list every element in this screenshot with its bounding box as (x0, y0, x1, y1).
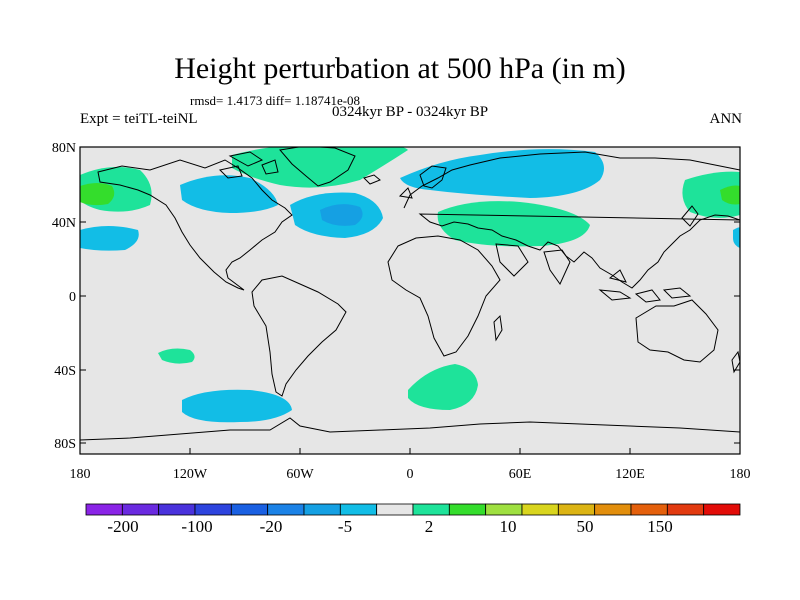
coast-greenland (279, 147, 356, 187)
coast-antarctica (80, 417, 740, 441)
colorbar-swatch (85, 503, 123, 516)
anomaly-east-pacific-core (720, 185, 740, 205)
colorbar-label: -100 (181, 517, 212, 536)
colorbar-swatch (521, 503, 559, 516)
coast-scandinavia (398, 165, 447, 199)
lat-label-80n: 80N (52, 141, 76, 156)
colorbar-swatch (376, 503, 414, 516)
coast-japan (681, 205, 699, 227)
anomaly-north-atlantic-core (320, 204, 363, 226)
colorbar-swatch (448, 503, 487, 516)
colorbar (85, 503, 741, 516)
map-title: Height perturbation at 500 hPa (in m) (174, 52, 626, 85)
lat-label-equator: 0 (69, 290, 76, 305)
lat-label-40n: 40N (52, 216, 76, 231)
colorbar-swatch (267, 503, 305, 516)
colorbar-swatch (303, 503, 341, 516)
anomaly-south-pacific-small (158, 348, 195, 364)
colorbar-label: -5 (338, 517, 352, 536)
season-label: ANN (709, 111, 743, 127)
longitude-axis (189, 448, 631, 454)
colorbar-swatch (339, 503, 378, 516)
coast-arabia-india (495, 243, 571, 285)
lon-label-180w: 180 (70, 467, 91, 482)
colorbar-swatch (594, 503, 632, 516)
coast-indonesia (598, 269, 692, 303)
anomaly-canada (180, 175, 278, 213)
coast-eurasia (403, 151, 740, 289)
lon-label-180e: 180 (730, 467, 751, 482)
colorbar-label: -200 (107, 517, 138, 536)
coast-madagascar (493, 314, 503, 342)
anomaly-greenland (232, 147, 408, 188)
colorbar-label: 10 (500, 517, 517, 536)
coast-new-zealand (731, 350, 740, 374)
anomaly-field (80, 147, 740, 423)
stats-label: rmsd= 1.4173 diff= 1.18741e-08 (190, 93, 361, 108)
lat-label-80s: 80S (54, 437, 76, 452)
anomaly-north-pacific-west-core (80, 183, 115, 206)
colorbar-swatch (557, 503, 596, 516)
colorbar-swatch (412, 503, 450, 516)
colorbar-labels: -200 -100 -20 -5 2 10 50 150 (107, 517, 672, 536)
subtitle: 0324kyr BP - 0324kyr BP (331, 104, 489, 120)
coast-iceland (363, 174, 381, 185)
lon-label-60w: 60W (286, 467, 314, 482)
lon-label-120e: 120E (615, 467, 645, 482)
latitude-axis (80, 146, 740, 444)
colorbar-swatch (194, 503, 232, 516)
anomaly-eurasia (437, 201, 590, 247)
colorbar-swatch (230, 503, 269, 516)
colorbar-swatch (630, 503, 668, 516)
coast-arctic-islands (219, 151, 279, 179)
colorbar-swatch (121, 503, 160, 516)
coast-south-america (251, 275, 347, 397)
lat-label-40s: 40S (54, 364, 76, 379)
anomaly-east-pacific (682, 171, 740, 218)
coast-africa (387, 235, 501, 357)
colorbar-swatch (158, 503, 196, 516)
colorbar-label: 150 (647, 517, 673, 536)
lon-label-60e: 60E (509, 467, 532, 482)
colorbar-label: -20 (260, 517, 283, 536)
anomaly-pacific-east (733, 227, 740, 248)
lon-label-0: 0 (407, 467, 414, 482)
coastlines (80, 147, 740, 441)
anomaly-pacific-west (80, 226, 139, 251)
colorbar-swatch (666, 503, 705, 516)
anomaly-southern-ocean (182, 389, 292, 423)
colorbar-swatch (703, 503, 741, 516)
colorbar-label: 2 (425, 517, 434, 536)
anomaly-siberia (400, 149, 604, 198)
coast-australia (635, 299, 719, 363)
coast-north-america (97, 159, 293, 291)
experiment-label: Expt = teiTL-teiNL (80, 111, 198, 127)
colorbar-label: 50 (577, 517, 594, 536)
lon-label-120w: 120W (173, 467, 208, 482)
colorbar-swatch (485, 503, 523, 516)
anomaly-south-atlantic (408, 364, 478, 410)
